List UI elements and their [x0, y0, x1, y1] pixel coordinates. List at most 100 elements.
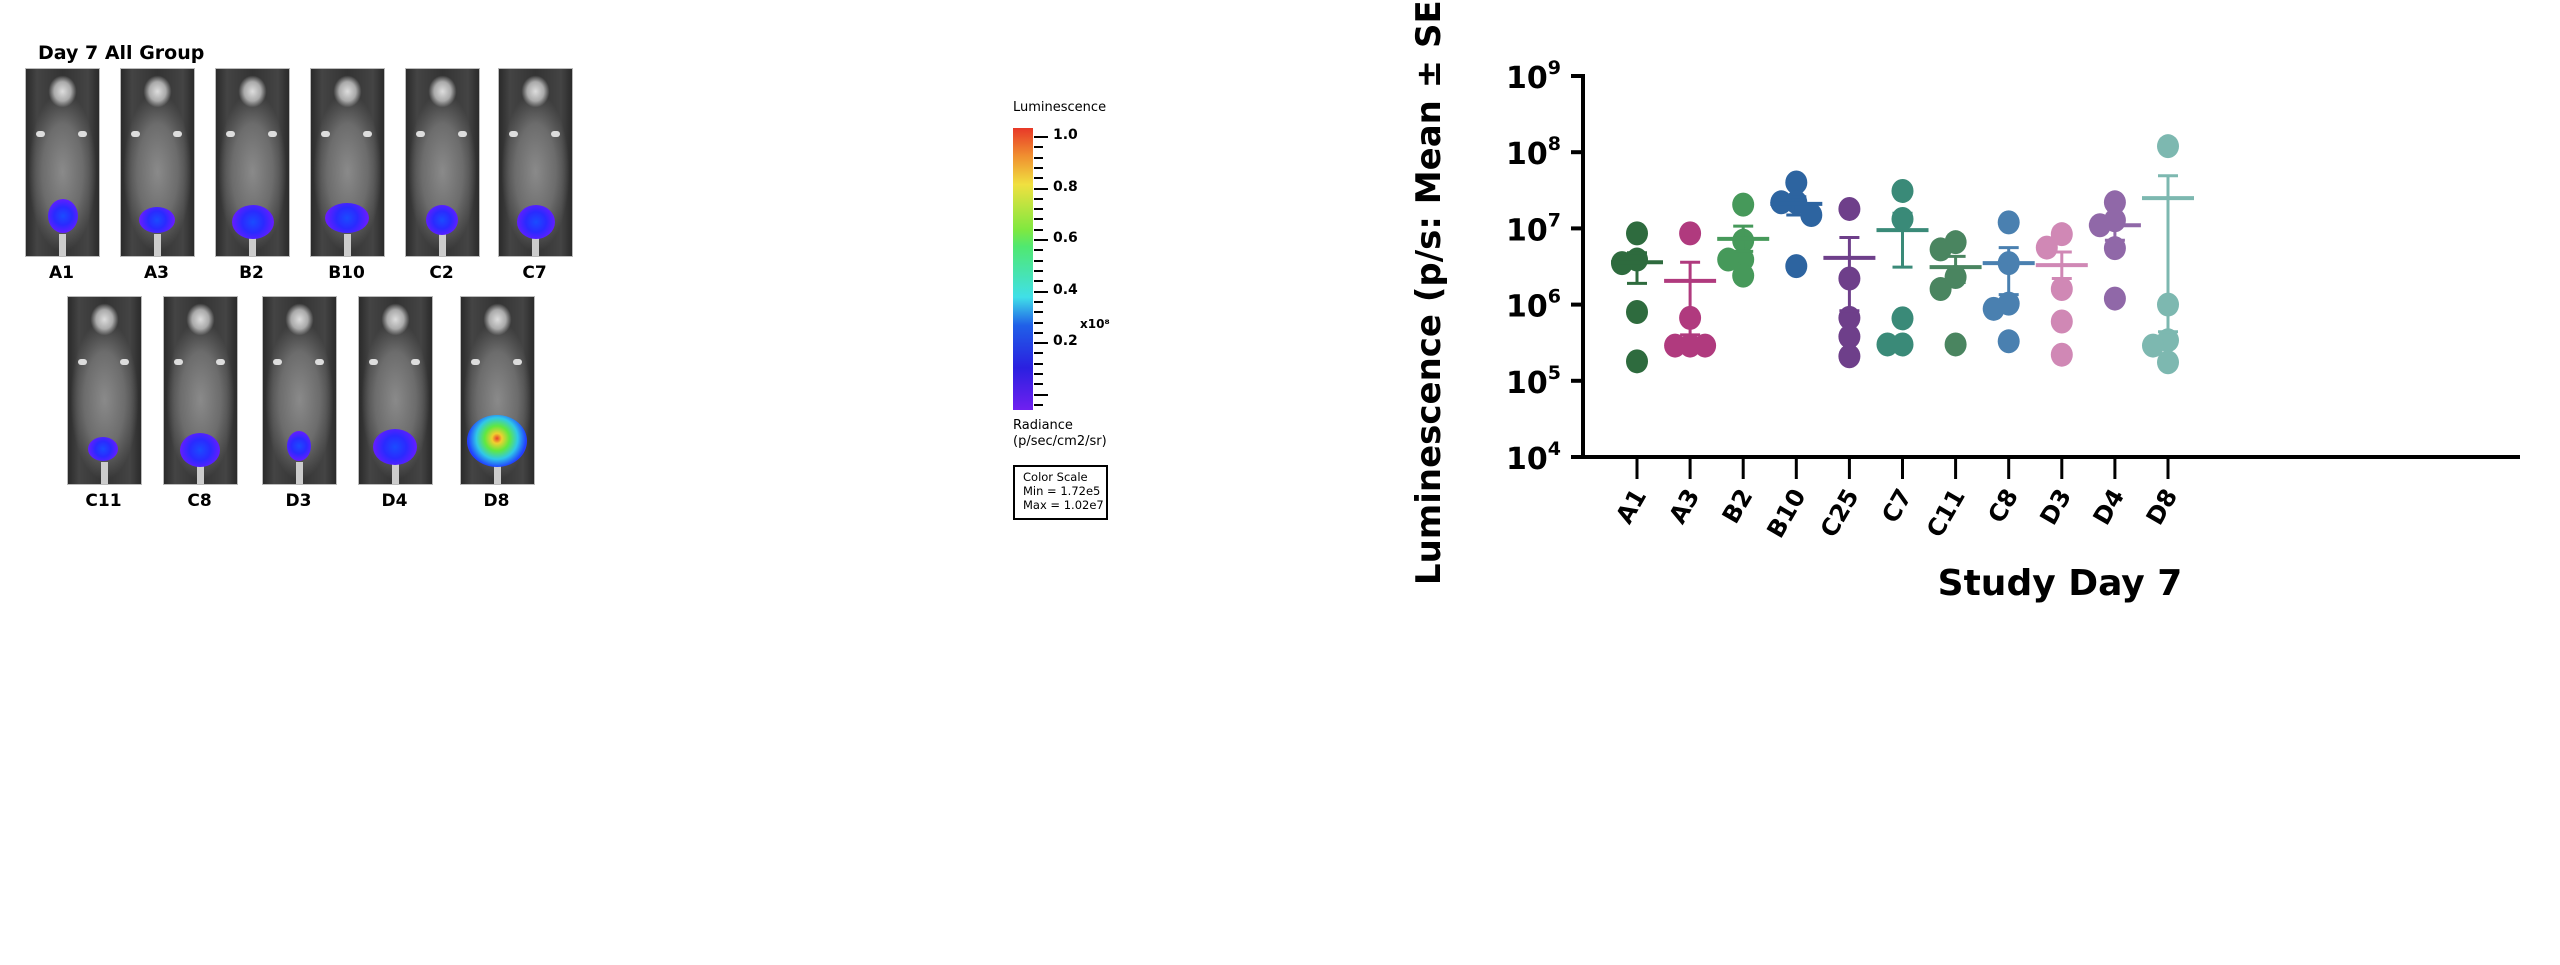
luminescence-signal	[48, 199, 78, 233]
mouse-label: B2	[239, 263, 264, 283]
y-axis-label: Luminescence (p/s: Mean ± SEM)	[1409, 0, 1449, 585]
colorbar-tick-label: 0.2	[1053, 333, 1078, 350]
data-point	[2050, 277, 2073, 302]
data-point	[2142, 333, 2164, 358]
data-point	[2157, 350, 2179, 375]
colorbar-tick	[1034, 321, 1043, 324]
color-scale-min: Min = 1.72e5	[1023, 484, 1101, 498]
mouse-label: C8	[187, 491, 212, 511]
colorbar-tick	[1034, 259, 1043, 262]
colorbar-tick	[1034, 362, 1043, 365]
colorbar-tick	[1034, 146, 1043, 149]
x-tick-label: D8	[2141, 484, 2184, 530]
luminescence-signal	[517, 205, 555, 239]
data-point	[2103, 286, 2126, 311]
colorbar-tick	[1034, 166, 1043, 169]
data-point	[2103, 190, 2126, 215]
colorbar-unit-2: (p/sec/cm2/sr)	[1013, 434, 1107, 449]
colorbar-tick	[1034, 177, 1043, 180]
mouse-label: A3	[144, 263, 169, 283]
mouse-image	[25, 68, 100, 257]
mouse-image	[120, 68, 195, 257]
luminescence-signal	[287, 431, 311, 461]
data-point	[1626, 349, 1648, 374]
colorbar-tick	[1034, 300, 1043, 303]
series-B10	[1770, 170, 1823, 279]
mouse-label: C11	[85, 491, 122, 511]
data-point	[1891, 306, 1914, 331]
data-point	[1785, 254, 1808, 279]
mouse-label: C7	[522, 263, 547, 283]
color-scale-title: Color Scale	[1023, 470, 1088, 484]
x-tick-label: B2	[1717, 484, 1759, 528]
colorbar-tick	[1034, 228, 1043, 231]
x-tick-label: C11	[1921, 484, 1971, 542]
data-point	[2050, 222, 2073, 247]
colorbar-multiplier: x10⁸	[1080, 317, 1110, 331]
data-point	[1785, 170, 1808, 195]
data-point	[1732, 263, 1755, 288]
mouse-image	[460, 296, 535, 485]
data-point	[1679, 221, 1702, 246]
y-tick-label: 108	[1506, 133, 1561, 172]
y-tick-label: 106	[1506, 286, 1561, 325]
luminescence-signal	[373, 429, 417, 465]
luminescence-signal	[426, 205, 458, 235]
data-point	[1800, 202, 1823, 227]
data-point	[2103, 236, 2126, 261]
luminescence-signal	[467, 415, 527, 467]
panel-title: Day 7 All Group	[38, 42, 205, 64]
mouse-image	[498, 68, 573, 257]
data-point	[1891, 178, 1914, 203]
y-tick-label: 109	[1506, 57, 1561, 96]
x-tick-label: B10	[1761, 484, 1811, 543]
series-D3	[2035, 222, 2088, 367]
data-point	[1717, 247, 1740, 272]
x-tick-label: C7	[1876, 484, 1917, 528]
mouse-image	[215, 68, 290, 257]
colorbar-tick	[1034, 218, 1043, 221]
colorbar-tick	[1034, 373, 1043, 376]
colorbar-tick	[1034, 383, 1043, 386]
colorbar-tick	[1034, 311, 1043, 314]
series-C8	[1982, 210, 2035, 354]
mouse-image	[310, 68, 385, 257]
y-tick-label: 104	[1506, 438, 1561, 477]
x-tick-label: D4	[2088, 484, 2131, 530]
data-point	[2050, 342, 2073, 367]
colorbar-tick	[1034, 187, 1048, 190]
series-A1	[1611, 221, 1663, 374]
mouse-image	[405, 68, 480, 257]
y-tick-label: 105	[1506, 362, 1561, 401]
data-point	[1876, 332, 1899, 357]
colorbar-tick	[1034, 197, 1043, 200]
x-tick-label: A3	[1663, 484, 1705, 529]
x-tick-label: C8	[1982, 484, 2023, 528]
colorbar-tick-label: 1.0	[1053, 127, 1078, 143]
data-point	[1944, 332, 1967, 357]
series-D8	[2142, 134, 2194, 375]
x-tick-label: C25	[1815, 484, 1865, 542]
mouse-label: B10	[328, 263, 365, 283]
colorbar-title: Luminescence	[1013, 100, 1107, 115]
luminescence-signal	[88, 437, 118, 461]
data-point	[1838, 344, 1861, 369]
mouse-label: D4	[381, 491, 408, 511]
colorbar-tick-label: 0.4	[1053, 281, 1078, 298]
mouse-label: D3	[285, 491, 312, 511]
luminescence-signal	[232, 205, 274, 239]
colorbar-tick	[1034, 270, 1043, 272]
series-C25	[1823, 196, 1876, 369]
series-D4	[2088, 190, 2141, 311]
mouse-label: D8	[483, 491, 510, 511]
data-point	[1838, 324, 1861, 349]
mouse-image	[163, 296, 238, 485]
mouse-label: C2	[429, 263, 454, 283]
colorbar-unit-1: Radiance	[1013, 418, 1073, 433]
data-point	[1982, 296, 2005, 321]
colorbar-tick	[1034, 342, 1048, 345]
colorbar-tick	[1034, 208, 1043, 211]
colorbar-tick	[1034, 290, 1048, 293]
colorbar-tick	[1034, 404, 1043, 406]
series-B2	[1717, 192, 1770, 288]
